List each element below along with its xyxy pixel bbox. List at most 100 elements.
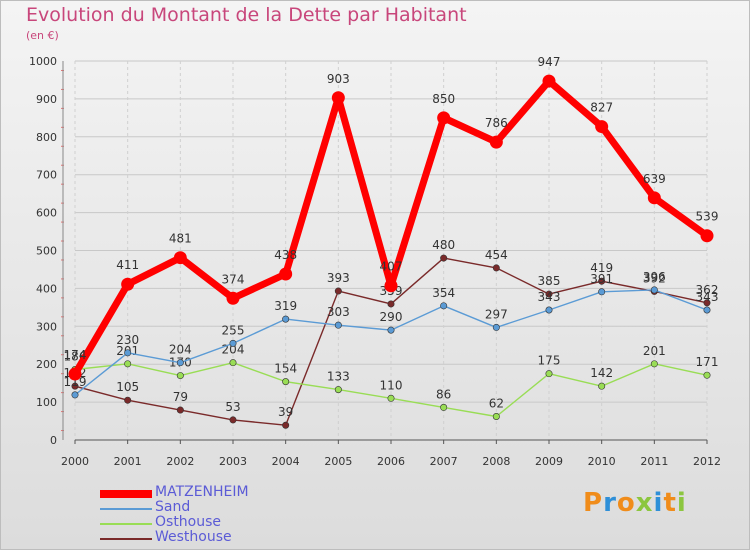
logo-letter: x xyxy=(635,488,654,518)
data-label-westhouse-2010: 419 xyxy=(590,261,613,275)
point-matzenheim-2007 xyxy=(437,111,451,125)
point-sand-2006 xyxy=(387,326,395,334)
x-tick-label-2012: 2012 xyxy=(693,455,721,468)
data-label-matzenheim-2007: 850 xyxy=(432,92,455,106)
point-westhouse-2003 xyxy=(229,416,237,424)
data-label-matzenheim-2010: 827 xyxy=(590,101,613,115)
y-tick-label-200: 200 xyxy=(36,358,57,371)
data-label-matzenheim-2006: 407 xyxy=(380,260,403,274)
data-label-matzenheim-2011: 639 xyxy=(643,172,666,186)
point-sand-2003 xyxy=(229,339,237,347)
chart-subtitle: (en €) xyxy=(26,29,59,42)
data-label-westhouse-2002: 79 xyxy=(173,390,188,404)
data-label-matzenheim-2003: 374 xyxy=(222,272,245,286)
point-matzenheim-2003 xyxy=(226,291,240,305)
data-label-matzenheim-2001: 411 xyxy=(116,258,139,272)
y-tick-label-0: 0 xyxy=(50,434,57,447)
point-osthouse-2005 xyxy=(334,386,342,394)
point-westhouse-2006 xyxy=(387,300,395,308)
data-label-osthouse-2012: 171 xyxy=(696,355,719,369)
point-westhouse-2009 xyxy=(545,290,553,298)
data-label-westhouse-2001: 105 xyxy=(116,380,139,394)
y-tick-label-400: 400 xyxy=(36,282,57,295)
point-matzenheim-2005 xyxy=(331,91,345,105)
point-westhouse-2008 xyxy=(492,264,500,272)
point-westhouse-2007 xyxy=(440,254,448,262)
point-osthouse-2001 xyxy=(124,360,132,368)
data-label-sand-2012: 343 xyxy=(696,290,719,304)
point-matzenheim-2006 xyxy=(384,279,398,293)
data-label-sand-2001: 230 xyxy=(116,333,139,347)
point-sand-2000 xyxy=(71,391,79,399)
data-label-osthouse-2008: 62 xyxy=(489,397,504,411)
data-label-matzenheim-2005: 903 xyxy=(327,72,350,86)
point-sand-2002 xyxy=(176,359,184,367)
point-westhouse-2001 xyxy=(124,396,132,404)
legend-item-sand: Sand xyxy=(100,499,320,516)
data-label-sand-2000: 119 xyxy=(64,375,87,389)
data-label-sand-2007: 354 xyxy=(432,286,455,300)
point-osthouse-2004 xyxy=(282,378,290,386)
y-tick-label-100: 100 xyxy=(36,396,57,409)
legend: MATZENHEIM Sand Osthouse Westhouse xyxy=(100,484,320,546)
point-sand-2007 xyxy=(440,302,448,310)
point-matzenheim-2000 xyxy=(68,367,82,381)
x-tick-label-2010: 2010 xyxy=(588,455,616,468)
data-label-matzenheim-2000: 174 xyxy=(64,348,87,362)
y-tick-label-500: 500 xyxy=(36,245,57,258)
x-tick-label-2002: 2002 xyxy=(166,455,194,468)
data-label-sand-2011: 396 xyxy=(643,270,666,284)
y-tick-label-700: 700 xyxy=(36,169,57,182)
data-label-sand-2005: 303 xyxy=(327,305,350,319)
legend-label-osthouse: Osthouse xyxy=(155,514,222,530)
logo-letter: P xyxy=(583,488,604,518)
point-sand-2004 xyxy=(282,315,290,323)
point-osthouse-2008 xyxy=(492,413,500,421)
data-label-osthouse-2006: 110 xyxy=(380,378,403,392)
point-westhouse-2005 xyxy=(334,287,342,295)
data-label-sand-2006: 290 xyxy=(380,310,403,324)
point-matzenheim-2009 xyxy=(542,74,556,88)
x-tick-label-2007: 2007 xyxy=(430,455,458,468)
legend-label-sand: Sand xyxy=(155,499,191,515)
legend-swatch-sand xyxy=(100,508,152,510)
data-label-sand-2002: 204 xyxy=(169,343,192,357)
point-osthouse-2010 xyxy=(598,382,606,390)
data-label-osthouse-2005: 133 xyxy=(327,370,350,384)
x-tick-label-2001: 2001 xyxy=(114,455,142,468)
point-westhouse-2004 xyxy=(282,421,290,429)
x-tick-label-2005: 2005 xyxy=(324,455,352,468)
logo-letter: r xyxy=(603,488,617,518)
x-tick-label-2000: 2000 xyxy=(61,455,89,468)
point-sand-2010 xyxy=(598,288,606,296)
chart-title: Evolution du Montant de la Dette par Hab… xyxy=(26,4,467,26)
legend-item-westhouse: Westhouse xyxy=(100,530,320,546)
point-osthouse-2007 xyxy=(440,403,448,411)
data-label-osthouse-2007: 86 xyxy=(436,387,451,401)
point-sand-2009 xyxy=(545,306,553,314)
data-label-matzenheim-2004: 438 xyxy=(274,248,297,262)
point-matzenheim-2011 xyxy=(647,191,661,205)
legend-label-matzenheim: MATZENHEIM xyxy=(155,484,249,500)
data-label-matzenheim-2002: 481 xyxy=(169,232,192,246)
y-tick-label-1000: 1000 xyxy=(29,55,57,68)
point-osthouse-2003 xyxy=(229,359,237,367)
point-sand-2012 xyxy=(703,306,711,314)
data-label-westhouse-2008: 454 xyxy=(485,248,508,262)
point-osthouse-2009 xyxy=(545,370,553,378)
point-westhouse-2012 xyxy=(703,299,711,307)
data-label-westhouse-2003: 53 xyxy=(225,400,240,414)
logo-letter: i xyxy=(653,488,664,518)
logo-letter: o xyxy=(616,488,636,518)
data-label-osthouse-2010: 142 xyxy=(590,366,613,380)
point-osthouse-2012 xyxy=(703,371,711,379)
y-tick-label-800: 800 xyxy=(36,131,57,144)
y-tick-label-600: 600 xyxy=(36,207,57,220)
data-label-matzenheim-2008: 786 xyxy=(485,116,508,130)
point-sand-2011 xyxy=(650,286,658,294)
logo-letter: i xyxy=(676,488,687,518)
point-westhouse-2002 xyxy=(176,406,184,414)
data-label-matzenheim-2012: 539 xyxy=(696,210,719,224)
legend-item-matzenheim: MATZENHEIM xyxy=(100,484,320,501)
data-label-westhouse-2005: 393 xyxy=(327,271,350,285)
